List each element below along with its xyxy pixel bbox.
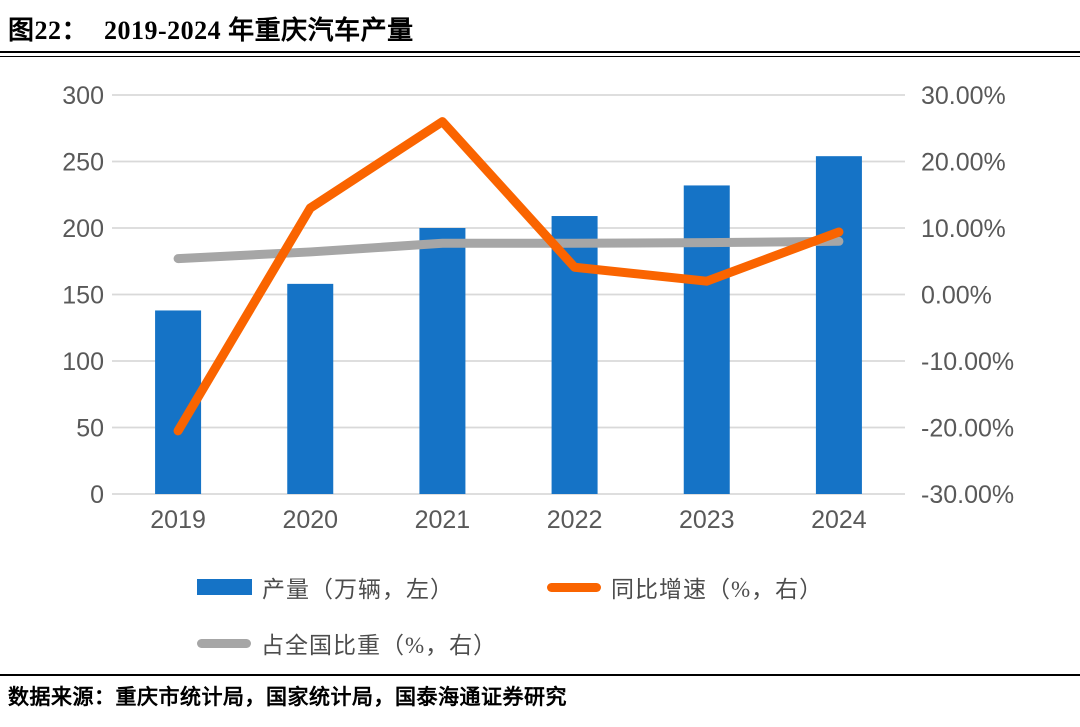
- x-axis-label: 2023: [679, 506, 735, 534]
- bar-2022: [551, 216, 598, 494]
- right-axis-tick: -20.00%: [921, 415, 1014, 443]
- left-axis-tick: 0: [90, 481, 104, 509]
- left-axis-tick: 50: [76, 415, 104, 443]
- right-axis-tick: 20.00%: [921, 149, 1006, 177]
- legend-label-production: 产量（万辆，左）: [262, 577, 454, 602]
- x-axis-label: 2020: [282, 506, 338, 534]
- line-swatch-orange: [547, 582, 601, 592]
- left-axis-tick: 300: [62, 82, 104, 110]
- bar-2020: [287, 283, 334, 494]
- left-axis-tick: 100: [62, 348, 104, 376]
- right-axis-tick: 0.00%: [921, 282, 992, 310]
- right-axis-tick: -10.00%: [921, 348, 1014, 376]
- right-axis-tick: 30.00%: [921, 82, 1006, 110]
- figure-header: 图22： 2019-2024 年重庆汽车产量: [0, 0, 1080, 57]
- yoy-line: [173, 117, 844, 436]
- line-swatch-gray: [197, 638, 251, 648]
- left-axis-tick: 250: [62, 149, 104, 177]
- x-axis-label: 2024: [811, 506, 867, 534]
- page-title: 2019-2024 年重庆汽车产量: [104, 16, 414, 45]
- bar-2021: [419, 228, 466, 494]
- legend-item-share: 占全国比重（%，右）: [197, 626, 497, 660]
- x-axis-label: 2019: [150, 506, 206, 534]
- x-axis-label: 2022: [547, 506, 603, 534]
- header-divider: [0, 51, 1080, 57]
- left-axis-tick: 200: [62, 215, 104, 243]
- bar-swatch: [197, 579, 252, 595]
- legend-item-yoy: 同比增速（%，右）: [547, 570, 823, 604]
- right-axis-tick: -30.00%: [921, 481, 1014, 509]
- figure-label: 图22：: [8, 16, 89, 45]
- left-axis-tick: 150: [62, 282, 104, 310]
- data-source: 数据来源：重庆市统计局，国家统计局，国泰海通证券研究: [8, 685, 567, 709]
- combo-chart: 0 50 100 150 200 250 300 -30.00% -20.00% -10.00% 0…: [62, 82, 1014, 534]
- bar-2024: [815, 156, 862, 494]
- bar-2023: [683, 185, 730, 494]
- legend-item-production: 产量（万辆，左）: [197, 570, 454, 604]
- x-axis-label: 2021: [415, 506, 471, 534]
- figure-footer: 数据来源：重庆市统计局，国家统计局，国泰海通证券研究: [0, 674, 1080, 711]
- right-axis-tick: 10.00%: [921, 215, 1006, 243]
- legend-label-yoy: 同比增速（%，右）: [611, 577, 824, 602]
- legend-label-share: 占全国比重（%，右）: [261, 633, 498, 658]
- chart-area: 0 50 100 150 200 250 300 -30.00% -20.00% -10.00% 0…: [0, 58, 1080, 658]
